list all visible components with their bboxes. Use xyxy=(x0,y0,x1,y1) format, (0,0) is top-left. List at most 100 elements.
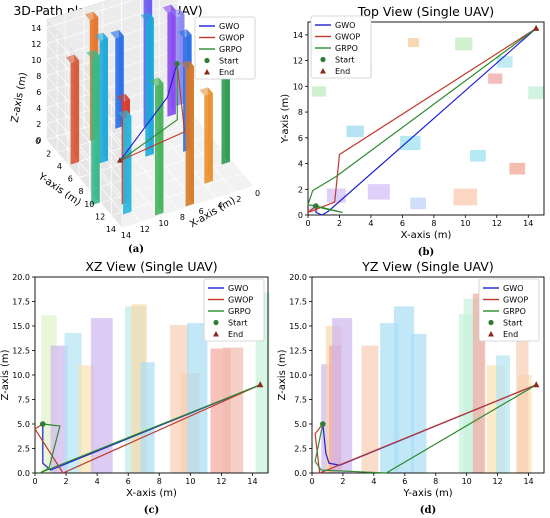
top-ytick-label: 6 xyxy=(298,134,303,143)
yz-obstacle xyxy=(410,333,427,473)
panel-3d-path-gwo xyxy=(119,63,178,162)
top-legend-label-start: Start xyxy=(335,56,355,65)
panel-3d-caption: (a) xyxy=(128,244,144,255)
xz-obstacle xyxy=(187,323,208,473)
top-obstacle xyxy=(311,86,327,97)
xz-legend-label-gwo: GWO xyxy=(228,284,248,293)
yz-caption: (d) xyxy=(420,505,436,516)
panel-3d-end-point xyxy=(117,157,123,163)
panel-3d-obstacle xyxy=(123,115,132,215)
panel-3d-xtick-label: 12 xyxy=(140,225,150,234)
panel-3d-obstacle xyxy=(150,77,164,86)
xz-legend-label-grpo: GRPO xyxy=(228,307,251,316)
panel-3d-obstacle xyxy=(176,14,185,106)
panel-3d-ztick-label: 12 xyxy=(31,40,41,49)
panel-3d-gridline xyxy=(64,13,142,223)
yz-ytick-label: 20.0 xyxy=(289,273,307,282)
xz-xtick-label: 14 xyxy=(247,477,257,486)
panel-3d-ztick-label: 14 xyxy=(31,24,41,33)
xz-start-point xyxy=(39,421,46,427)
panel-3d-ztick-label: 10 xyxy=(31,56,41,65)
xz-ytick-label: 10.0 xyxy=(12,371,30,380)
xz-obstacle xyxy=(50,345,68,473)
xz-xlabel: X-axis (m) xyxy=(126,488,177,499)
top-obstacle xyxy=(470,150,486,162)
yz-xlabel: Y-axis (m) xyxy=(402,488,452,499)
panel-3d-ztick-label: 2 xyxy=(36,120,41,129)
panel-3d-obstacle xyxy=(155,83,164,216)
yz-obstacle xyxy=(393,306,415,473)
panel-3d-ztick-label: 0 xyxy=(36,136,41,145)
panel-3d-obstacle xyxy=(86,49,100,59)
top-caption: (b) xyxy=(418,247,434,258)
top-ytick-label: 2 xyxy=(298,185,303,194)
panel-3d-obstacle xyxy=(162,4,176,13)
xz-caption: (c) xyxy=(144,505,160,516)
xz-ytick-label: 15.0 xyxy=(12,322,30,331)
panel-3d-zlabel: Z-axis (m) xyxy=(10,71,30,123)
yz-legend-label-gwo: GWO xyxy=(503,284,523,293)
top-xtick-label: 2 xyxy=(337,219,342,228)
panel-3d-obstacle xyxy=(145,18,154,157)
yz-ytick-label: 17.5 xyxy=(289,298,307,307)
yz-start-point xyxy=(320,421,326,427)
yz-legend-label-gwop: GWOP xyxy=(503,296,528,305)
yz-title: YZ View (Single UAV) xyxy=(361,259,493,274)
top-obstacle xyxy=(367,184,390,200)
top-xtick-label: 14 xyxy=(523,219,533,228)
top-path-grpo-tail xyxy=(315,205,343,213)
top-obstacle xyxy=(509,162,526,175)
panel-3d-obstacle xyxy=(171,8,185,18)
panel-3d-obstacle xyxy=(140,12,154,21)
yz-legend-box xyxy=(478,278,540,342)
yz-xtick-label: 14 xyxy=(523,477,533,486)
xz-xtick-label: 0 xyxy=(32,477,37,486)
top-title: Top View (Single UAV) xyxy=(357,4,494,19)
panel-3d-ytick-label: 10 xyxy=(84,200,94,209)
panel-3d-obstacle xyxy=(99,38,108,164)
xz-xtick-label: 6 xyxy=(126,477,131,486)
top-plot-frame xyxy=(307,21,545,216)
xz-legend-box xyxy=(203,278,265,342)
xz-obstacle xyxy=(78,365,95,473)
panel-3d-ytick-label: 12 xyxy=(95,212,105,221)
panel-3d-path-grpo xyxy=(119,63,178,162)
panel-3d-ytick-label: 0 xyxy=(35,137,40,146)
panel-3d-ytick-label: 14 xyxy=(106,225,116,234)
top-xtick-label: 10 xyxy=(460,219,470,228)
top-ytick-label: 10 xyxy=(293,82,303,91)
panel-3d-xtick-label: 10 xyxy=(159,219,169,228)
top-obstacle xyxy=(496,56,513,68)
top-ytick-label: 14 xyxy=(293,31,303,40)
xz-obstacle xyxy=(140,362,155,473)
yz-xtick-label: 12 xyxy=(493,477,503,486)
top-xlabel: X-axis (m) xyxy=(401,230,452,241)
xz-ytick-label: 2.5 xyxy=(17,445,30,454)
yz-path-gwop xyxy=(314,384,537,474)
top-start-point xyxy=(313,203,319,209)
xz-legend-label-gwop: GWOP xyxy=(228,296,253,305)
top-legend-start-marker xyxy=(320,56,326,63)
xz-ytick-label: 20.0 xyxy=(12,273,30,282)
top-obstacle xyxy=(400,135,421,151)
top-ytick-label: 8 xyxy=(298,108,303,117)
panel-3d-obstacle xyxy=(118,110,132,119)
panel-3d-xtick-label: 4 xyxy=(217,201,222,210)
yz-ytick-label: 5.0 xyxy=(294,420,307,429)
yz-ylabel: Z-axis (m) xyxy=(277,349,288,400)
yz-legend-label-start: Start xyxy=(503,319,523,328)
panel-3d-start-point xyxy=(174,61,180,67)
panel-3d-ztick-label: 6 xyxy=(36,88,41,97)
yz-path-grpo xyxy=(314,384,537,474)
xz-obstacle xyxy=(90,318,113,473)
panel-3d-ytick-label: 2 xyxy=(46,149,51,158)
xz-ytick-label: 5.0 xyxy=(17,420,30,429)
panel-top-view: Top View (Single UAV) 0 2 4 6 8 10 12 14 0 2 4 6 8 10 1… xyxy=(280,4,545,258)
top-legend-end-marker xyxy=(320,68,326,74)
xz-legend-label-start: Start xyxy=(228,319,248,328)
panel-3d-obstacle xyxy=(185,66,194,207)
top-xtick-label: 6 xyxy=(400,219,405,228)
top-obstacle xyxy=(488,73,503,84)
top-ylabel: Y-axis (m) xyxy=(280,94,291,144)
yz-ytick-label: 15.0 xyxy=(289,322,307,331)
